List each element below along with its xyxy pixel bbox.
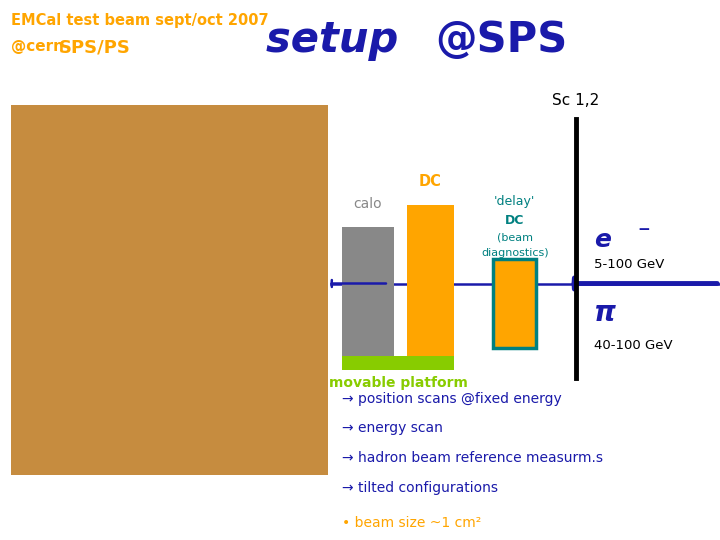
Text: → position scans @fixed energy: → position scans @fixed energy — [342, 392, 562, 406]
Text: @SPS: @SPS — [436, 19, 568, 61]
Text: movable platform: movable platform — [329, 376, 467, 390]
Text: Sc 1,2: Sc 1,2 — [552, 93, 600, 108]
Bar — [342, 227, 394, 367]
Bar — [407, 205, 454, 367]
Text: SPS/PS: SPS/PS — [59, 39, 131, 57]
Text: setup: setup — [266, 19, 413, 61]
Text: 40-100 GeV: 40-100 GeV — [594, 339, 672, 352]
Text: −: − — [637, 222, 650, 237]
Text: diagnostics): diagnostics) — [481, 247, 549, 258]
Text: 'delay': 'delay' — [494, 195, 536, 208]
Text: π: π — [594, 299, 616, 327]
Text: calo: calo — [354, 197, 382, 211]
Text: @cern: @cern — [11, 39, 69, 54]
Text: → hadron beam reference measurm.s: → hadron beam reference measurm.s — [342, 451, 603, 465]
Text: • beam size ~1 cm²: • beam size ~1 cm² — [342, 516, 481, 530]
Bar — [342, 356, 454, 370]
Text: (beam: (beam — [497, 233, 533, 243]
Text: 5-100 GeV: 5-100 GeV — [594, 258, 665, 271]
Text: EMCal test beam sept/oct 2007: EMCal test beam sept/oct 2007 — [11, 14, 269, 29]
Text: e: e — [594, 228, 611, 252]
Text: DC: DC — [419, 174, 441, 189]
Text: → tilted configurations: → tilted configurations — [342, 481, 498, 495]
Text: DC: DC — [505, 214, 524, 227]
Text: → energy scan: → energy scan — [342, 421, 443, 435]
Bar — [493, 259, 536, 348]
